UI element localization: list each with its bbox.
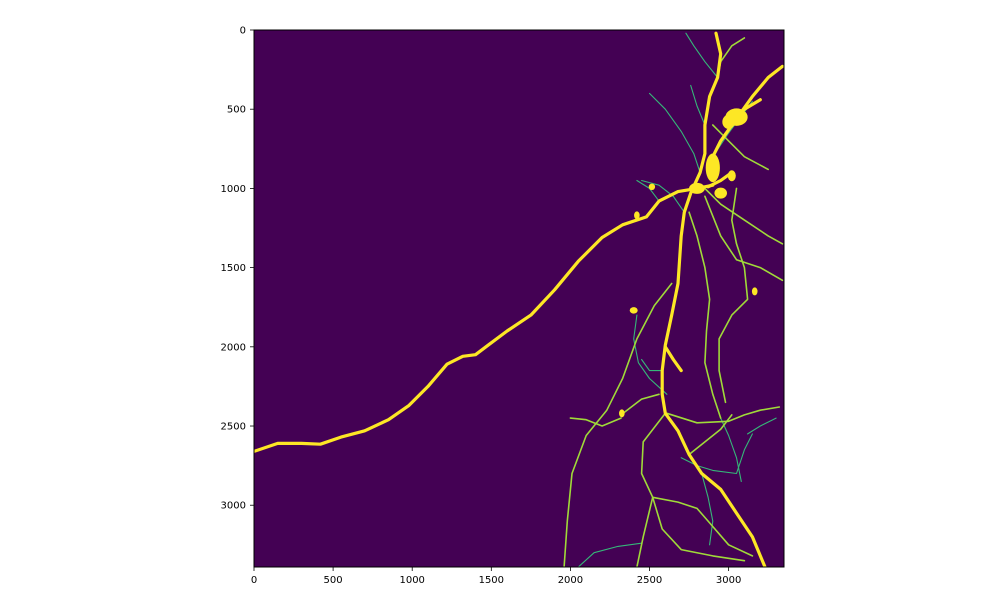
medium-branch-2	[666, 406, 781, 424]
thin-branch-9	[701, 472, 714, 546]
x-axis: 0 500 1000 1500 2000 2500 3000	[251, 567, 741, 586]
x-tick-label: 0	[251, 575, 257, 586]
cell-body-blob-7	[751, 287, 758, 296]
cell-body-blob-1	[722, 114, 735, 129]
medium-branch-12	[688, 414, 733, 456]
medium-branch-8	[711, 124, 770, 171]
thin-branch-8	[720, 417, 742, 483]
medium-branch-7	[651, 496, 746, 562]
x-tick-label: 500	[324, 575, 343, 586]
medium-branch-4	[718, 187, 749, 404]
thick-branch-0	[254, 183, 715, 453]
thin-branch-10	[747, 417, 777, 435]
thick-branch-5	[663, 345, 683, 373]
image-layer	[254, 31, 784, 567]
thin-branch-11	[641, 358, 663, 372]
y-tick-label: 0	[240, 26, 246, 37]
medium-branch-10	[704, 195, 784, 282]
x-tick-label: 1500	[479, 575, 504, 586]
medium-branch-11	[620, 393, 660, 416]
thin-branch-2	[648, 92, 701, 174]
y-tick-label: 500	[227, 105, 246, 116]
cell-body-blob-5	[727, 170, 736, 182]
x-tick-label: 1000	[399, 575, 424, 586]
medium-branch-9	[704, 187, 784, 245]
medium-branch-5	[651, 496, 754, 557]
thin-branch-5	[685, 32, 719, 79]
thin-branch-0	[633, 314, 668, 395]
y-tick-label: 2000	[221, 342, 246, 353]
cell-body-blob-10	[619, 409, 625, 418]
cell-body-blob-3	[689, 182, 705, 194]
y-tick-label: 2500	[221, 422, 246, 433]
plot-frame	[253, 29, 785, 568]
thick-branch-1	[660, 31, 767, 567]
thin-branch-3	[641, 179, 685, 213]
cell-body-blob-4	[714, 187, 728, 199]
thin-branch-6	[690, 84, 706, 126]
cell-body-blob-2	[705, 153, 720, 183]
y-tick-label: 3000	[221, 501, 246, 512]
y-axis: 0 500 1000 1500 2000 2500 3000	[221, 26, 254, 512]
x-tick-label: 2000	[558, 575, 583, 586]
medium-branch-6	[569, 417, 622, 427]
x-tick-label: 3000	[716, 575, 741, 586]
x-tick-label: 2500	[637, 575, 662, 586]
plot-background	[254, 30, 784, 567]
cell-body-blob-9	[648, 183, 656, 191]
thin-branch-7	[577, 542, 643, 567]
medium-branch-1	[636, 412, 667, 567]
cell-body-blob-6	[629, 307, 638, 314]
y-tick-label: 1500	[221, 263, 246, 274]
cell-body-blob-8	[634, 211, 640, 220]
medium-branch-0	[563, 282, 673, 567]
y-tick-label: 1000	[221, 184, 246, 195]
medium-branch-3	[688, 211, 722, 419]
